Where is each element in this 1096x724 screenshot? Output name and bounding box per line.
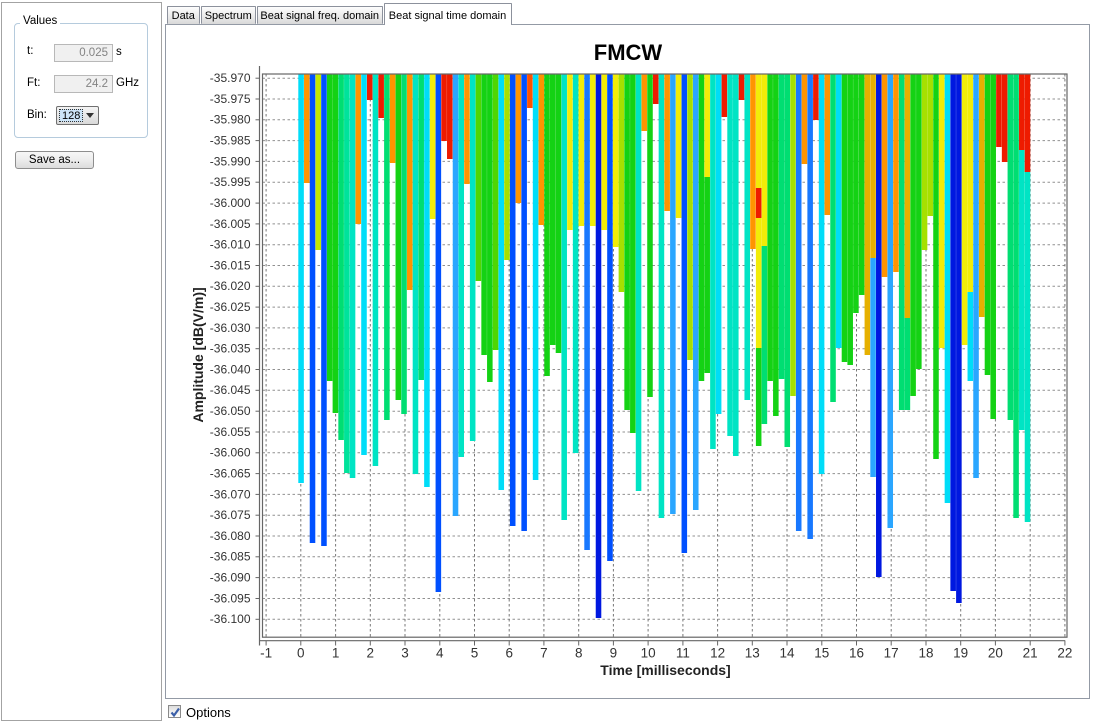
svg-text:6: 6 (505, 646, 513, 661)
svg-text:14: 14 (779, 646, 795, 661)
svg-text:-36.070: -36.070 (210, 487, 251, 501)
svg-text:3: 3 (401, 646, 409, 661)
svg-text:-36.040: -36.040 (210, 362, 251, 376)
svg-text:-36.010: -36.010 (210, 238, 251, 252)
svg-text:-36.060: -36.060 (210, 446, 251, 460)
svg-text:19: 19 (953, 646, 968, 661)
svg-text:13: 13 (745, 646, 760, 661)
svg-text:9: 9 (610, 646, 618, 661)
svg-text:-36.025: -36.025 (210, 300, 251, 314)
svg-text:-36.000: -36.000 (210, 196, 251, 210)
svg-text:18: 18 (918, 646, 933, 661)
svg-text:0: 0 (297, 646, 305, 661)
svg-text:-36.015: -36.015 (210, 258, 251, 272)
svg-text:-36.055: -36.055 (210, 425, 251, 439)
svg-text:15: 15 (814, 646, 829, 661)
svg-text:10: 10 (641, 646, 656, 661)
svg-text:7: 7 (540, 646, 548, 661)
svg-text:-1: -1 (260, 646, 272, 661)
svg-text:-36.085: -36.085 (210, 550, 251, 564)
svg-text:22: 22 (1057, 646, 1072, 661)
svg-text:-36.050: -36.050 (210, 404, 251, 418)
svg-text:-35.985: -35.985 (210, 134, 251, 148)
svg-text:-36.020: -36.020 (210, 279, 251, 293)
svg-text:-36.045: -36.045 (210, 383, 251, 397)
svg-text:-36.030: -36.030 (210, 321, 251, 335)
svg-text:-36.095: -36.095 (210, 591, 251, 605)
svg-text:-36.075: -36.075 (210, 508, 251, 522)
svg-text:11: 11 (676, 646, 690, 661)
svg-text:12: 12 (710, 646, 725, 661)
svg-text:16: 16 (849, 646, 864, 661)
svg-text:-36.100: -36.100 (210, 612, 251, 626)
svg-text:Time [milliseconds]: Time [milliseconds] (600, 662, 730, 678)
svg-text:-35.990: -35.990 (210, 154, 251, 168)
svg-text:-35.970: -35.970 (210, 71, 251, 85)
svg-text:Amplitude [dB(V/m)]: Amplitude [dB(V/m)] (190, 287, 206, 422)
svg-text:20: 20 (988, 646, 1003, 661)
svg-text:5: 5 (471, 646, 479, 661)
svg-text:FMCW: FMCW (594, 40, 663, 65)
svg-text:-36.080: -36.080 (210, 529, 251, 543)
svg-text:-35.995: -35.995 (210, 175, 251, 189)
svg-text:17: 17 (884, 646, 899, 661)
svg-text:-36.005: -36.005 (210, 217, 251, 231)
svg-text:-35.975: -35.975 (210, 92, 251, 106)
svg-text:-36.090: -36.090 (210, 571, 251, 585)
svg-text:4: 4 (436, 646, 444, 661)
svg-text:-35.980: -35.980 (210, 113, 251, 127)
svg-text:1: 1 (332, 646, 340, 661)
svg-text:2: 2 (367, 646, 375, 661)
svg-text:8: 8 (575, 646, 583, 661)
svg-text:-36.065: -36.065 (210, 467, 251, 481)
svg-text:21: 21 (1023, 646, 1038, 661)
svg-text:-36.035: -36.035 (210, 342, 251, 356)
